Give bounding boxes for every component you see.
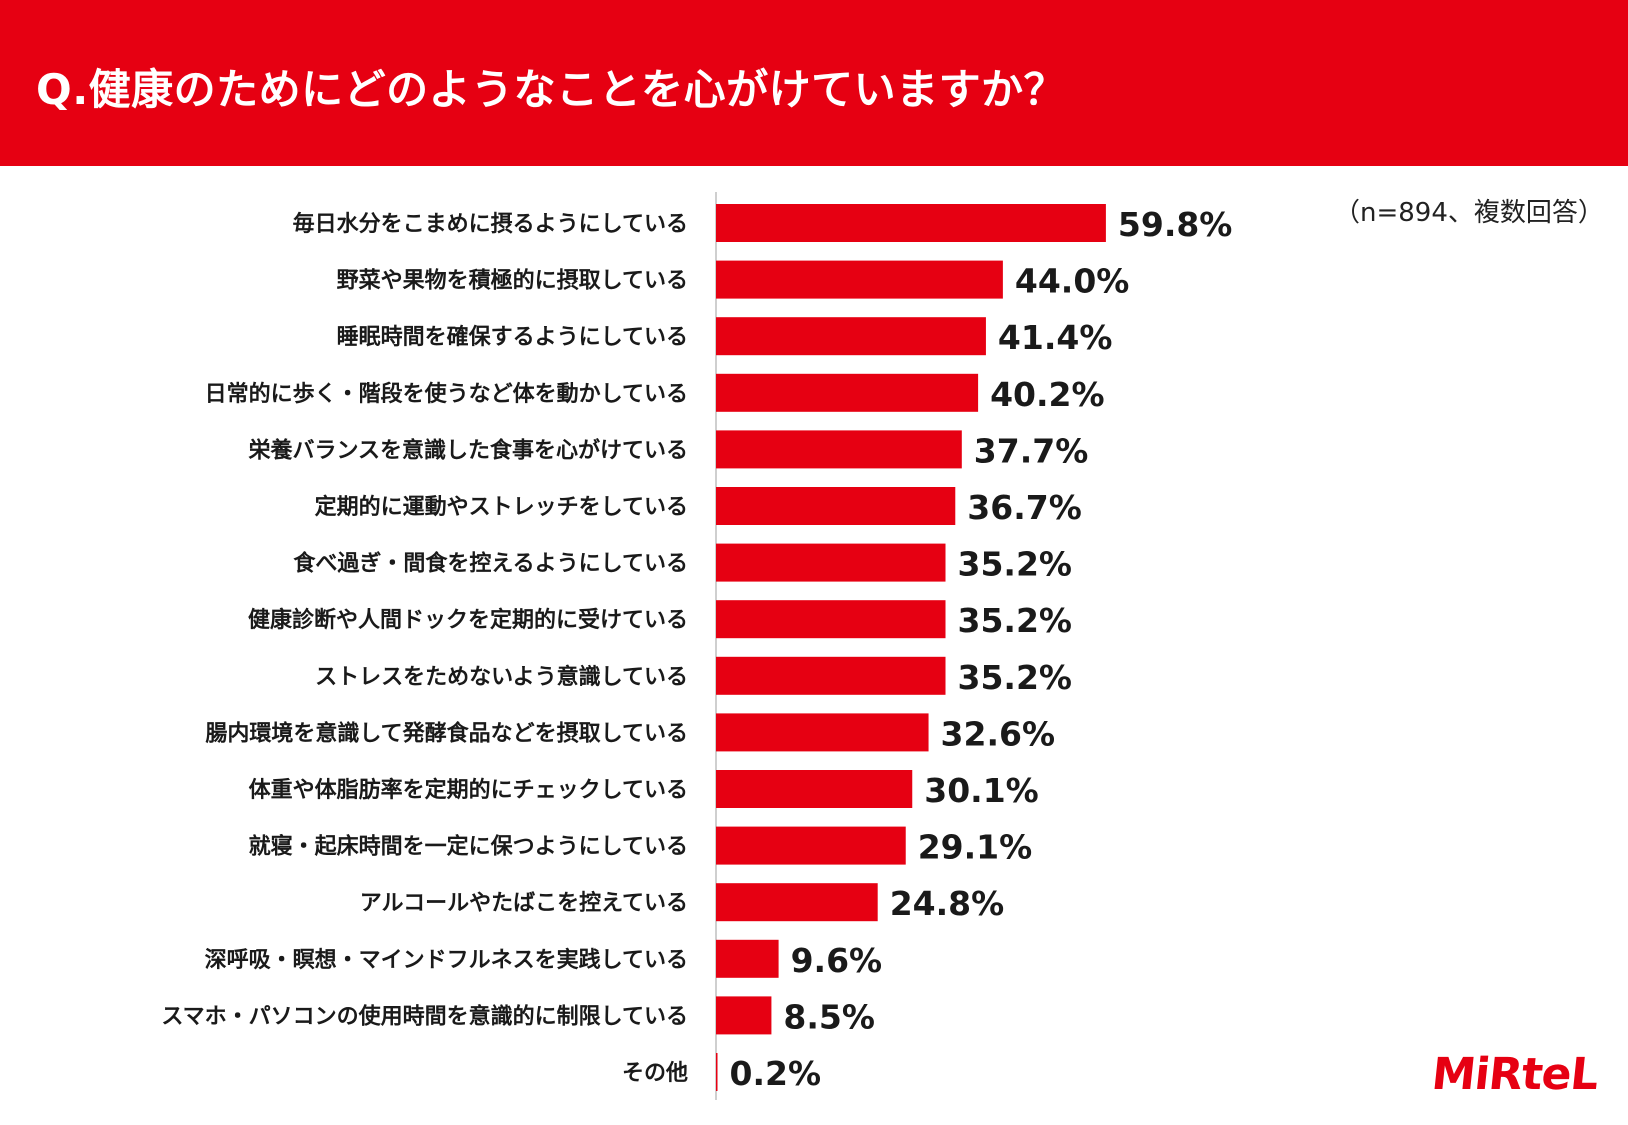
bar <box>716 430 962 469</box>
page-title: Q.健康のためにどのようなことを心がけていますか？ <box>36 65 1067 114</box>
value-label: 35.2% <box>958 545 1073 584</box>
bar <box>716 656 946 695</box>
category-label: その他 <box>622 1061 688 1086</box>
category-label: 栄養バランスを意識した食事を心がけている <box>247 437 688 463</box>
header-banner: Q.健康のためにどのようなことを心がけていますか？ <box>0 0 1628 166</box>
bar <box>716 996 772 1035</box>
value-label: 0.2% <box>730 1054 822 1093</box>
sample-size-note: （n=894、複数回答） <box>1334 198 1604 228</box>
value-label: 35.2% <box>958 601 1073 640</box>
category-label: 健康診断や人間ドックを定期的に受けている <box>248 607 688 633</box>
category-label: 深呼吸・瞑想・マインドフルネスを実践している <box>205 947 688 973</box>
value-label: 35.2% <box>958 658 1073 697</box>
category-label: 体重や体脂肪率を定期的にチェックしている <box>249 777 688 803</box>
category-label: 定期的に運動やストレッチをしている <box>315 494 688 520</box>
bar <box>716 939 779 978</box>
category-label: 腸内環境を意識して発酵食品などを摂取している <box>205 720 688 746</box>
value-label: 37.7% <box>974 431 1088 470</box>
category-label: 就寝・起床時間を一定に保つようにしている <box>249 834 688 860</box>
bar <box>716 373 979 412</box>
category-label: ストレスをためないよう意識している <box>315 664 688 690</box>
bar <box>716 600 946 639</box>
bar <box>716 1053 718 1091</box>
value-label: 40.2% <box>990 375 1105 414</box>
value-label: 29.1% <box>918 828 1032 867</box>
category-label: 毎日水分をこまめに摂るようにしている <box>293 211 688 237</box>
bar <box>716 204 1106 242</box>
bar <box>716 826 906 865</box>
bar <box>716 713 929 752</box>
value-label: 32.6% <box>941 714 1056 753</box>
bar <box>716 260 1003 299</box>
brand-logo: MiRteL <box>1429 1049 1601 1100</box>
bar <box>716 317 986 356</box>
bar <box>716 543 946 582</box>
value-label: 8.5% <box>783 997 875 1036</box>
category-label: 野菜や果物を積極的に摂取している <box>337 268 688 294</box>
value-label: 9.6% <box>791 941 883 980</box>
bar <box>716 883 878 922</box>
value-label: 30.1% <box>924 771 1038 810</box>
category-label: スマホ・パソコンの使用時間を意識的に制限している <box>161 1003 688 1029</box>
value-label: 41.4% <box>998 318 1113 357</box>
category-label: 食べ過ぎ・間食を控えるようにしている <box>293 551 688 577</box>
bar <box>716 487 956 525</box>
value-label: 24.8% <box>890 884 1005 923</box>
category-label: 日常的に歩く・階段を使うなど体を動かしている <box>205 381 688 407</box>
category-label: アルコールやたばこを控えている <box>360 890 688 916</box>
value-label: 59.8% <box>1118 205 1233 244</box>
bar <box>716 770 913 808</box>
category-label: 睡眠時間を確保するようにしている <box>337 324 688 350</box>
value-label: 36.7% <box>967 488 1081 527</box>
value-label: 44.0% <box>1015 262 1130 301</box>
